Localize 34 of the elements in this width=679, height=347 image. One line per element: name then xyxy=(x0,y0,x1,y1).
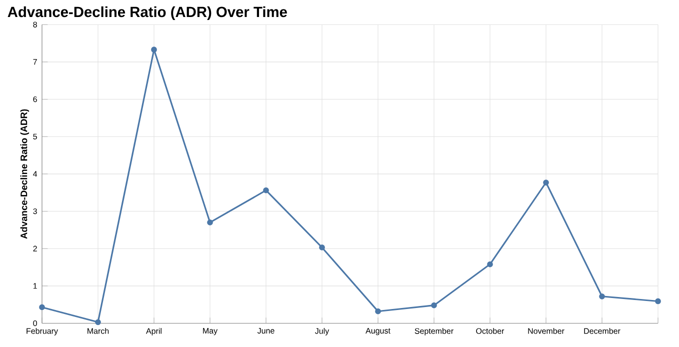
x-tick-label: August xyxy=(366,328,390,336)
point xyxy=(599,293,605,300)
x-tick-label: December xyxy=(584,328,620,334)
point xyxy=(39,304,45,310)
x-tick-label: July xyxy=(315,328,330,336)
y-tick-label: 2 xyxy=(33,246,37,252)
x-tick-label: February xyxy=(26,328,58,336)
point xyxy=(543,180,549,186)
point xyxy=(263,187,269,194)
point xyxy=(655,298,661,304)
y-tick-label: 6 xyxy=(33,96,37,102)
point xyxy=(207,220,213,226)
point xyxy=(487,261,493,268)
y-tick-label: 5 xyxy=(33,134,37,140)
x-tick-label: March xyxy=(88,328,109,334)
y-tick-label: 1 xyxy=(33,283,37,289)
x-tick-label: April xyxy=(146,328,162,336)
x-tick-label: June xyxy=(257,328,274,334)
point xyxy=(431,302,437,308)
x-tick-label: September xyxy=(414,328,454,336)
x-tick-label: May xyxy=(203,328,218,336)
point xyxy=(375,308,381,314)
y-axis-title: Advance-Decline Ratio (ADR) xyxy=(20,109,30,239)
y-tick-label: 4 xyxy=(33,171,38,177)
y-tick-label: 7 xyxy=(33,59,37,65)
chart-title: Advance-Decline Ratio (ADR) Over Time xyxy=(8,6,287,20)
y-tick-label: 0 xyxy=(33,320,37,326)
point xyxy=(95,319,101,326)
y-tick-label: 8 xyxy=(33,22,37,28)
point xyxy=(319,244,325,250)
point xyxy=(151,46,157,53)
x-tick-label: November xyxy=(528,328,564,334)
x-tick-label: October xyxy=(476,328,504,334)
y-tick-label: 3 xyxy=(33,208,37,214)
